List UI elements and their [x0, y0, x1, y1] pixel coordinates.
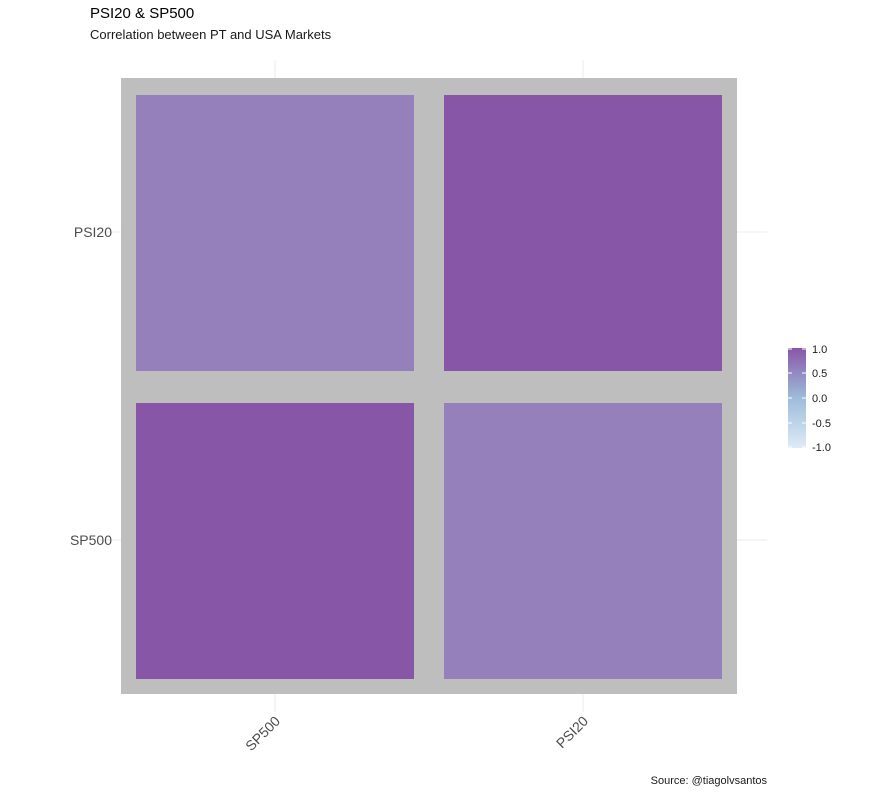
heatmap-tiles	[136, 95, 722, 679]
y-tick-label: PSI20	[74, 224, 112, 240]
heatmap-tile-sp500-sp500	[136, 403, 414, 679]
heatmap-tile-psi20-psi20	[444, 95, 722, 371]
x-tick-label: PSI20	[553, 713, 591, 751]
legend-tick-label: -0.5	[812, 418, 831, 430]
y-tick-label: SP500	[70, 532, 112, 548]
color-legend: 1.0 0.5 0.0 -0.5 -1.0	[788, 344, 831, 454]
x-tick-label: SP500	[242, 713, 283, 754]
chart-subtitle: Correlation between PT and USA Markets	[90, 27, 332, 42]
x-axis: SP500 PSI20	[242, 713, 591, 754]
chart-title: PSI20 & SP500	[90, 5, 195, 22]
y-axis: PSI20 SP500	[70, 224, 112, 548]
legend-tick-label: 0.5	[812, 368, 827, 380]
heatmap-tile-psi20-sp500	[444, 403, 722, 679]
legend-tick-label: -1.0	[812, 442, 831, 454]
heatmap-tile-sp500-psi20	[136, 95, 414, 371]
legend-tick-label: 1.0	[812, 344, 827, 356]
legend-colorbar	[788, 348, 806, 448]
legend-tick-label: 0.0	[812, 393, 827, 405]
source-caption: Source: @tiagolvsantos	[650, 775, 767, 787]
